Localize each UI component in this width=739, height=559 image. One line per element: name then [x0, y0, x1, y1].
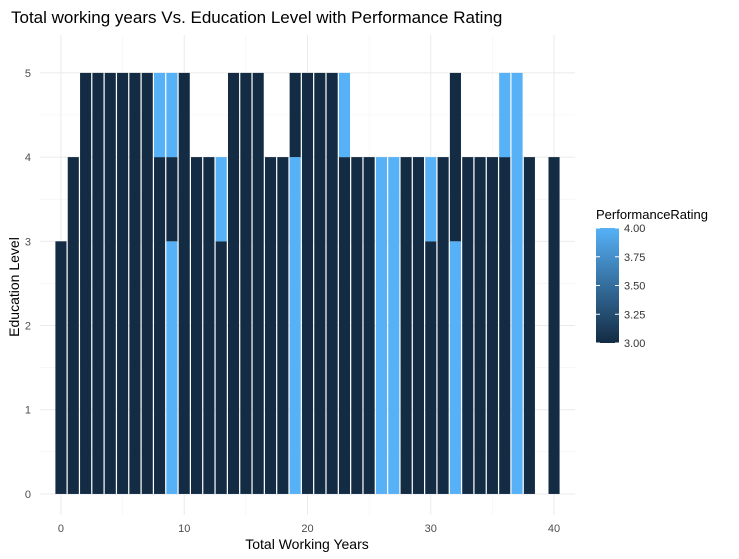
bar-segment: [215, 157, 227, 242]
y-tick-label: 0: [25, 489, 31, 501]
y-tick-label: 1: [25, 405, 31, 417]
legend-colorbar: [596, 228, 619, 343]
bar-segment: [425, 157, 437, 242]
bar-segment: [462, 157, 474, 494]
bar-segment: [166, 157, 178, 242]
bar-segment: [449, 72, 461, 242]
legend-tick-label: 4.00: [624, 223, 645, 235]
bar-segment: [499, 157, 511, 494]
bar-segment: [437, 157, 449, 494]
bar-segment: [548, 157, 560, 494]
bar-segment: [425, 241, 437, 494]
bar-segment: [240, 72, 252, 494]
bar-segment: [449, 241, 461, 494]
x-tick-label: 30: [425, 523, 437, 535]
bar-segment: [141, 72, 153, 494]
bar-segment: [178, 72, 190, 494]
y-axis-label: Education Level: [6, 237, 22, 337]
legend-tick-label: 3.25: [624, 309, 645, 321]
bar-segment: [67, 157, 79, 494]
bar-segment: [499, 72, 511, 158]
bar-segment: [252, 72, 264, 494]
bars: [55, 72, 560, 494]
bar-segment: [289, 157, 301, 494]
legend-tick-label: 3.75: [624, 252, 645, 264]
tick-labels: 0 10 20 30 40 0 1 2 3 4 5: [25, 68, 560, 535]
bar-segment: [166, 72, 178, 158]
bar-segment: [314, 72, 326, 494]
bar-segment: [351, 157, 363, 494]
x-tick-label: 40: [548, 523, 560, 535]
bar-segment: [264, 157, 277, 494]
bar-segment: [375, 157, 388, 494]
bar-segment: [486, 157, 498, 494]
bar-segment: [338, 157, 351, 494]
legend-tick-label: 3.50: [624, 281, 645, 293]
bar-segment: [301, 72, 314, 494]
bar-segment: [191, 157, 203, 494]
bar-segment: [55, 241, 67, 494]
bar-segment: [523, 157, 535, 494]
legend-title: PerformanceRating: [596, 207, 708, 222]
y-tick-label: 3: [25, 236, 31, 248]
y-tick-label: 4: [25, 152, 31, 164]
bar-segment: [154, 157, 166, 494]
bar-segment: [388, 157, 400, 494]
x-axis-label: Total Working Years: [245, 536, 368, 552]
bar-segment: [92, 72, 104, 494]
x-tick-label: 0: [58, 523, 64, 535]
bar-segment: [129, 72, 141, 494]
bar-segment: [277, 157, 289, 494]
bar-segment: [338, 72, 351, 158]
y-tick-label: 5: [25, 68, 31, 80]
bar-segment: [80, 72, 92, 494]
bar-segment: [289, 72, 301, 158]
bar-segment: [412, 157, 424, 494]
bar-segment: [166, 241, 178, 494]
bar-segment: [215, 241, 227, 494]
bar-segment: [227, 72, 240, 494]
bar-segment: [326, 72, 338, 494]
x-tick-label: 20: [301, 523, 313, 535]
bar-segment: [203, 157, 215, 494]
legend-tick-label: 3.00: [624, 338, 645, 350]
legend: PerformanceRating 4.00 3.75 3.50 3.25 3.00: [596, 207, 708, 350]
bar-segment: [400, 157, 412, 494]
bar-segment: [154, 72, 166, 158]
bar-segment: [117, 72, 129, 494]
x-tick-label: 10: [178, 523, 190, 535]
bar-segment: [363, 157, 375, 494]
bar-segment: [511, 72, 523, 494]
y-tick-label: 2: [25, 321, 31, 333]
bar-segment: [474, 157, 486, 494]
chart-title: Total working years Vs. Education Level …: [11, 8, 502, 27]
bar-segment: [104, 72, 116, 494]
